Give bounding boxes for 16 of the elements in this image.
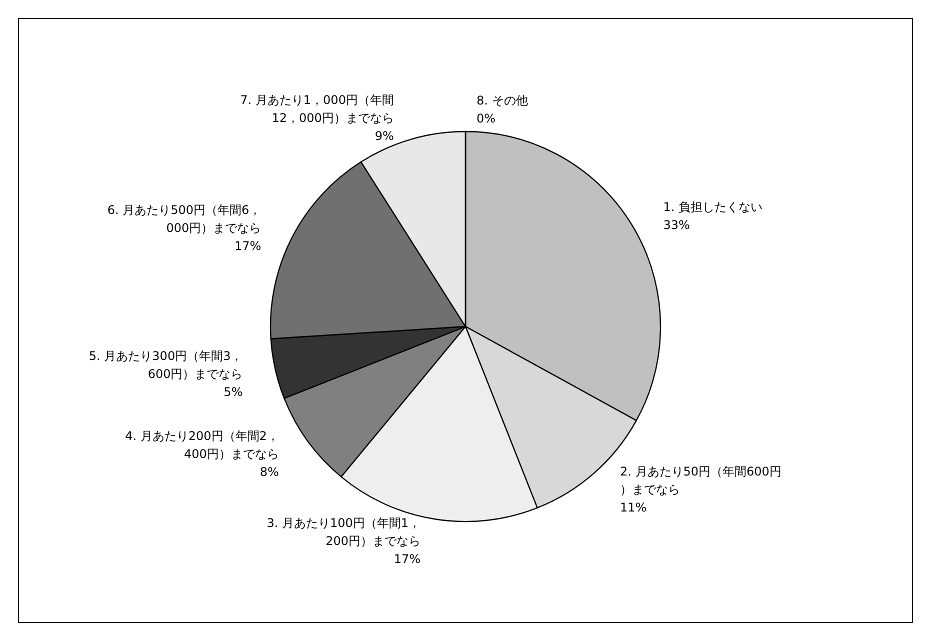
slice-label: 2. 月あたり50円（年間600円）までなら (620, 464, 782, 496)
text: 0% (476, 112, 496, 126)
slice-label: 1. 負担したくない (663, 200, 763, 214)
data-label: 9% (374, 129, 394, 144)
data-label: 17% (394, 552, 421, 566)
data-label: 33% (663, 218, 690, 232)
slice-label: 3. 月あたり100円（年間1，200円）までなら (266, 516, 421, 548)
slice-label: 7. 月あたり1，000円（年間12，000円）までなら (240, 93, 394, 126)
data-label: 8% (260, 465, 279, 480)
category-label: 8. その他 (476, 94, 528, 108)
slice-label: 4. 月あたり200円（年間2，400円）までなら (125, 429, 279, 462)
data-label: 11% (620, 500, 647, 514)
data-label: 17% (234, 239, 262, 254)
data-label: 5% (224, 384, 243, 399)
slice-label: 5. 月あたり300円（年間3，600円）までなら (88, 348, 243, 381)
slice-label: 6. 月あたり500円（年間6，000円）までなら (107, 203, 262, 236)
